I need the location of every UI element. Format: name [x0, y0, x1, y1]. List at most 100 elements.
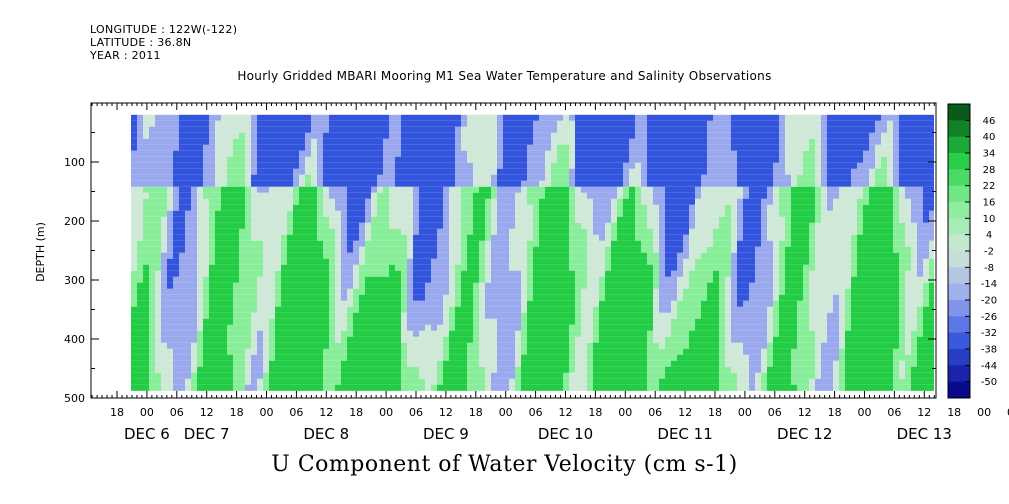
heatmap-cell [749, 144, 755, 151]
heatmap-cell [173, 306, 179, 313]
heatmap-cell [239, 330, 245, 337]
heatmap-cell [671, 204, 677, 211]
heatmap-cell [593, 150, 599, 157]
heatmap-cell [551, 228, 557, 235]
heatmap-cell [425, 330, 431, 337]
heatmap-cell [263, 126, 269, 133]
heatmap-cell [809, 210, 815, 217]
heatmap-cell [725, 168, 731, 175]
heatmap-cell [911, 216, 917, 223]
heatmap-cell [467, 246, 473, 253]
heatmap-cell [575, 168, 581, 175]
heatmap-cell [791, 186, 797, 193]
heatmap-cell [431, 222, 437, 229]
heatmap-cell [149, 306, 155, 313]
heatmap-cell [311, 168, 317, 175]
heatmap-cell [653, 288, 659, 295]
heatmap-cell [149, 228, 155, 235]
heatmap-cell [929, 294, 934, 301]
heatmap-cell [287, 282, 293, 289]
heatmap-cell [197, 180, 203, 187]
heatmap-cell [491, 192, 497, 199]
heatmap-cell [299, 180, 305, 187]
heatmap-cell [215, 132, 221, 139]
heatmap-cell [881, 210, 887, 217]
heatmap-cell [143, 252, 149, 259]
heatmap-cell [263, 234, 269, 241]
heatmap-cell [689, 156, 695, 163]
heatmap-cell [473, 210, 479, 217]
heatmap-cell [293, 168, 299, 175]
heatmap-cell [839, 222, 845, 229]
heatmap-cell [635, 126, 641, 133]
heatmap-cell [347, 204, 353, 211]
heatmap-cell [827, 324, 833, 331]
heatmap-cell [617, 168, 623, 175]
heatmap-cell [431, 252, 437, 259]
heatmap-cell [611, 318, 617, 325]
heatmap-cell [383, 138, 389, 145]
heatmap-cell [221, 282, 227, 289]
heatmap-cell [359, 150, 365, 157]
heatmap-cell [647, 126, 653, 133]
heatmap-cell [623, 264, 629, 271]
heatmap-cell [641, 192, 647, 199]
heatmap-cell [485, 228, 491, 235]
heatmap-cell [311, 216, 317, 223]
heatmap-cell [677, 138, 683, 145]
heatmap-cell [737, 180, 743, 187]
heatmap-cell [581, 198, 587, 205]
heatmap-cell [401, 234, 407, 241]
heatmap-cell [575, 282, 581, 289]
heatmap-cell [833, 114, 839, 121]
heatmap-cell [857, 180, 863, 187]
heatmap-cell [425, 156, 431, 163]
heatmap-cell [503, 198, 509, 205]
heatmap-cell [659, 264, 665, 271]
heatmap-cell [449, 258, 455, 265]
heatmap-cell [143, 312, 149, 319]
heatmap-cell [887, 126, 893, 133]
heatmap-cell [755, 144, 761, 151]
heatmap-cell [311, 330, 317, 337]
heatmap-cell [485, 198, 491, 205]
heatmap-cell [863, 234, 869, 241]
heatmap-cell [911, 156, 917, 163]
heatmap-cell [827, 300, 833, 307]
heatmap-cell [443, 330, 449, 337]
heatmap-cell [773, 120, 779, 127]
heatmap-cell [161, 150, 167, 157]
heatmap-cell [209, 288, 215, 295]
heatmap-cell [503, 312, 509, 319]
heatmap-cell [515, 144, 521, 151]
heatmap-cell [401, 168, 407, 175]
heatmap-cell [743, 114, 749, 121]
heatmap-cell [881, 216, 887, 223]
heatmap-cell [821, 324, 827, 331]
heatmap-cell [299, 204, 305, 211]
heatmap-cell [329, 246, 335, 253]
heatmap-cell [857, 120, 863, 127]
heatmap-cell [287, 306, 293, 313]
heatmap-cell [509, 222, 515, 229]
heatmap-cell [269, 174, 275, 181]
heatmap-cell [875, 198, 881, 205]
heatmap-cell [809, 126, 815, 133]
heatmap-cell [131, 174, 137, 181]
heatmap-cell [275, 156, 281, 163]
heatmap-cell [173, 222, 179, 229]
heatmap-cell [281, 132, 287, 139]
heatmap-cell [659, 168, 665, 175]
heatmap-cell [149, 270, 155, 277]
heatmap-cell [929, 114, 934, 121]
heatmap-cell [827, 234, 833, 241]
heatmap-cell [515, 330, 521, 337]
heatmap-cell [359, 228, 365, 235]
heatmap-cell [341, 216, 347, 223]
heatmap-cell [743, 282, 749, 289]
heatmap-cell [425, 312, 431, 319]
heatmap-cell [389, 258, 395, 265]
heatmap-cell [431, 240, 437, 247]
heatmap-cell [677, 306, 683, 313]
heatmap-cell [341, 294, 347, 301]
